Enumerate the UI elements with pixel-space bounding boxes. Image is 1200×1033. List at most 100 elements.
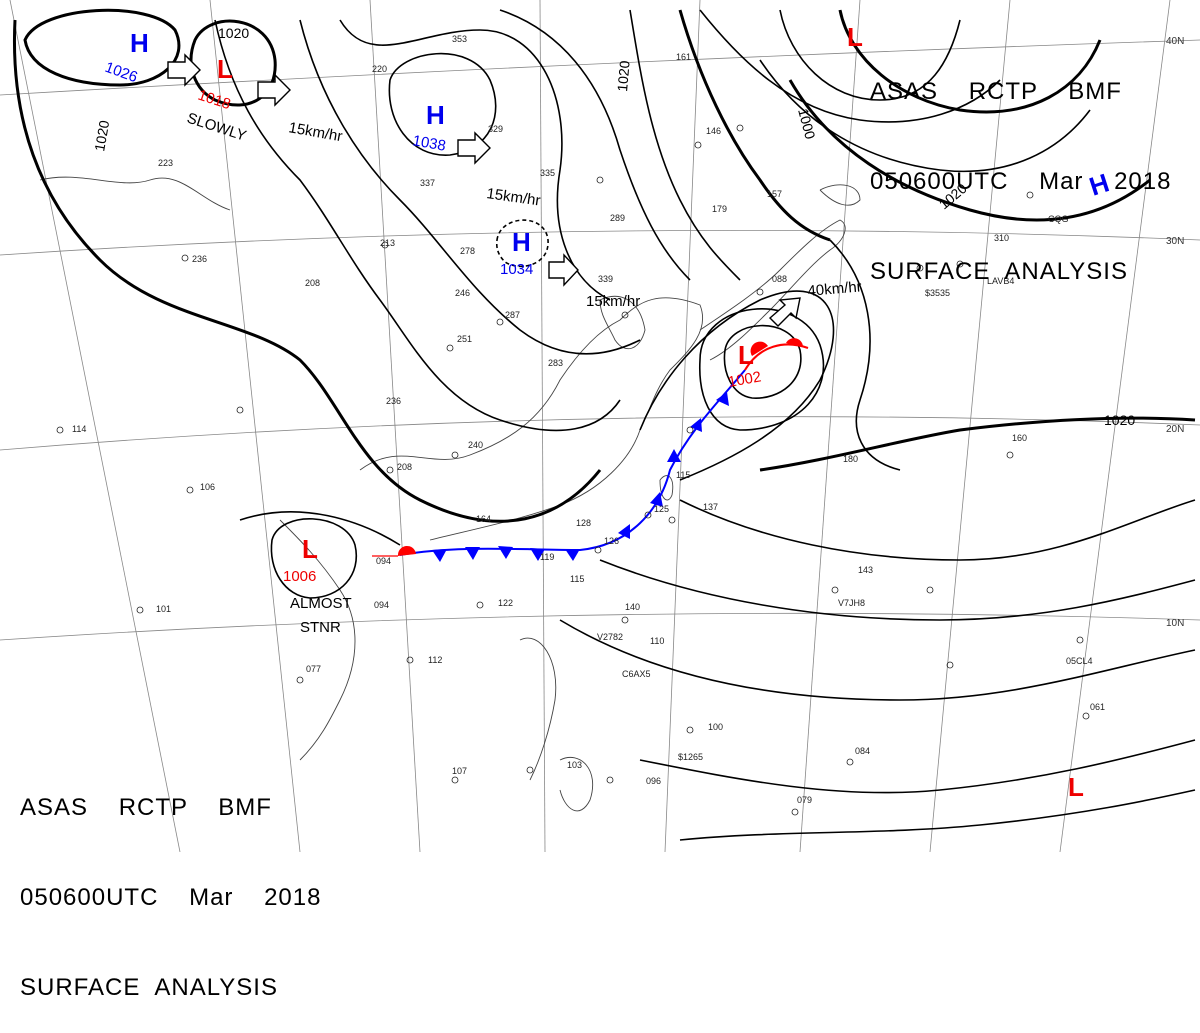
station-circle: [956, 260, 964, 268]
isobar-se5: [679, 789, 1196, 841]
station-circle: [181, 254, 189, 262]
station-value: 094: [374, 600, 389, 610]
station-value: 107: [452, 766, 467, 776]
ship-id: V2782: [597, 632, 623, 642]
longitude-line-8: [1059, 0, 1171, 852]
station-value: 115: [676, 470, 690, 480]
station-circle: [756, 288, 764, 296]
station-value: 106: [200, 482, 215, 492]
station-circle: [606, 776, 614, 784]
station-value: 122: [498, 598, 513, 608]
latitude-label: 40N: [1166, 36, 1184, 47]
isobar-value-label: 1020: [91, 119, 112, 153]
station-value: 240: [468, 440, 483, 450]
surface-analysis-map: 40N 30N 20N 10N 223 236 208 246 213 337 …: [0, 0, 1200, 1001]
station-circle: [644, 511, 652, 519]
movement-arrow: [457, 131, 491, 165]
station-value: 140: [625, 602, 640, 612]
ship-id: 05CL4: [1066, 656, 1093, 666]
station-circle: [381, 241, 389, 249]
header-top-right: ASAS RCTP BMF 050600UTC Mar 2018 SURFACE…: [870, 17, 1171, 317]
front-triangle: [530, 548, 545, 561]
station-value: 137: [703, 502, 718, 512]
isobar-1020-west: [12, 19, 602, 523]
station-circle: [406, 656, 414, 664]
isobar-value-label: 1000: [795, 107, 819, 141]
isobar-se3: [559, 619, 1196, 701]
station-circle: [686, 426, 694, 434]
station-value: 094: [376, 556, 391, 566]
isobar-w3: [339, 19, 611, 301]
station-circle: [621, 311, 629, 319]
coast-hokkaido: [819, 184, 861, 206]
station-value: 208: [305, 278, 320, 288]
low-center-value: 1002: [727, 368, 763, 391]
ship-ids: V7JH8 C6AX5 V2782 $1265 05CL4 LAVB4 $353…: [597, 214, 1093, 762]
station-values: 223 236 208 246 213 337 278 287 251 283 …: [72, 34, 1105, 805]
station-value: 220: [372, 64, 387, 74]
station-value: 208: [397, 462, 412, 472]
coast-northwest: [39, 176, 231, 211]
longitude-line-2: [209, 0, 301, 852]
station-value: 335: [540, 168, 555, 178]
movement-arrow: [768, 297, 801, 327]
map-canvas: 40N 30N 20N 10N 223 236 208 246 213 337 …: [0, 0, 1200, 852]
header-station-line: ASAS RCTP BMF: [20, 794, 272, 821]
station-circle: [846, 758, 854, 766]
station-value: 337: [420, 178, 435, 188]
station-value: 115: [570, 574, 584, 584]
station-value: 251: [457, 334, 472, 344]
station-circle: [496, 318, 504, 326]
station-value: 287: [505, 310, 520, 320]
high-center-symbol: H: [512, 227, 531, 257]
movement-labels: SLOWLY 15km/hr 15km/hr 15km/hr 40km/hr A…: [185, 110, 863, 636]
isobar-east-ridge: [829, 239, 901, 471]
station-circle: [56, 426, 64, 434]
station-value: 353: [452, 34, 467, 44]
isobar-trough: [639, 290, 835, 481]
ship-id: $1265: [678, 752, 703, 762]
station-value: 112: [428, 655, 442, 665]
longitude-line-7: [929, 0, 1011, 852]
latitude-line-40n: [0, 39, 1200, 96]
station-circle: [594, 546, 602, 554]
graticule: [0, 0, 1200, 852]
isobar-e3: [759, 59, 1091, 173]
movement-arrow: [548, 253, 579, 287]
longitude-line-4: [539, 0, 546, 852]
latitude-line-30n: [0, 229, 1200, 256]
station-value: 079: [797, 795, 812, 805]
isobar-sw: [239, 511, 401, 546]
station-value: 100: [708, 722, 723, 732]
front-triangle: [690, 418, 702, 432]
front-line-cold: [399, 369, 746, 556]
movement-label-speed: 15km/hr: [485, 185, 541, 209]
front-triangle: [667, 449, 681, 462]
station-value: 213: [380, 238, 395, 248]
station-value: 114: [72, 424, 86, 434]
station-value: 310: [994, 233, 1009, 243]
front-triangle: [465, 547, 480, 560]
low-center-symbol: L: [1068, 772, 1084, 802]
station-circle: [668, 516, 676, 524]
ship-id: C6AX5: [622, 669, 651, 679]
station-value: 061: [1090, 702, 1105, 712]
station-circle: [596, 176, 604, 184]
warm-front-bumps: [397, 338, 803, 556]
isobar-1000: [779, 9, 961, 101]
coastlines: [39, 176, 861, 812]
station-circle: [451, 776, 459, 784]
station-circle: [236, 406, 244, 414]
header-bottom-left: ASAS RCTP BMF 050600UTC Mar 2018 SURFACE…: [20, 733, 321, 1033]
low-center-symbol: L: [738, 340, 754, 370]
station-value: 329: [488, 124, 503, 134]
header-station-line: ASAS RCTP BMF: [870, 78, 1122, 105]
front-triangle: [432, 549, 447, 562]
front-triangle: [716, 392, 729, 406]
ship-id: LAVB4: [987, 276, 1014, 286]
station-circle: [446, 344, 454, 352]
front-semicircle: [750, 341, 768, 356]
isobar-value-label: 1020: [1104, 412, 1135, 428]
isobar-w2: [299, 19, 641, 355]
high-center-symbol: H: [426, 100, 445, 130]
